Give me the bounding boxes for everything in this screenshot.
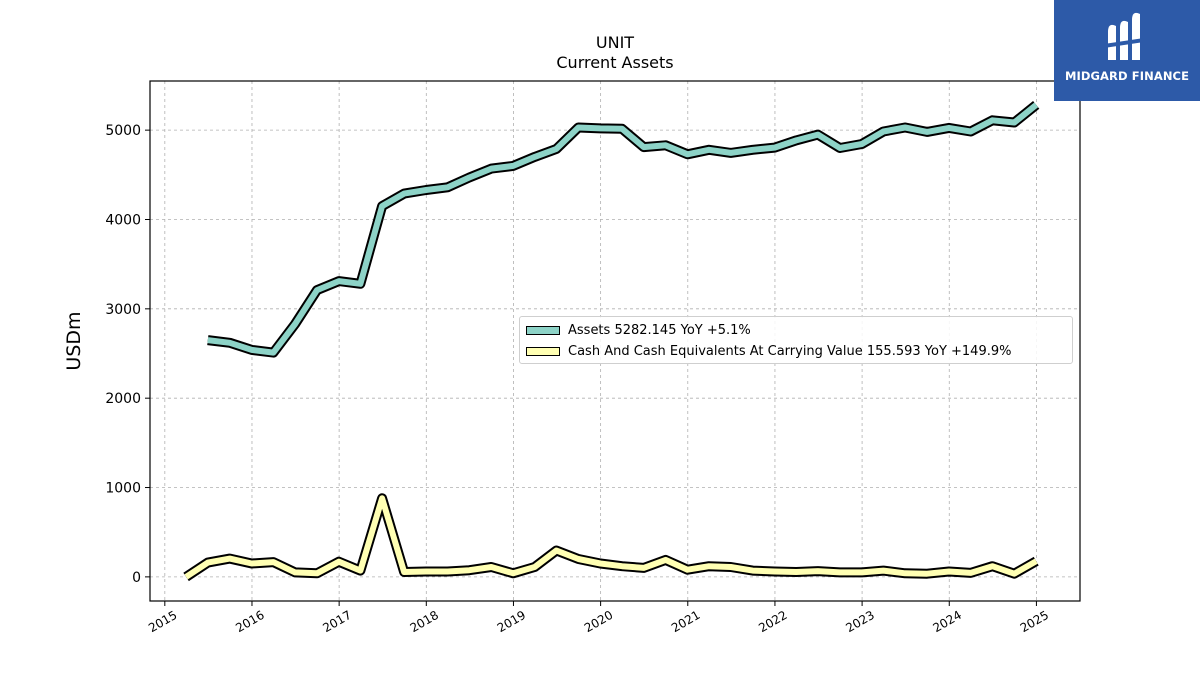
y-tick-label: 4000 — [105, 212, 141, 228]
x-tick-label: 2015 — [146, 608, 179, 635]
y-tick-label: 2000 — [105, 391, 141, 407]
plot-frame — [149, 80, 1081, 602]
y-tick-label: 3000 — [105, 302, 141, 318]
chart-title: UNIT — [595, 33, 635, 52]
x-tick-label: 2025 — [1018, 608, 1051, 635]
x-tick-label: 2024 — [931, 608, 964, 635]
logo-text: MIDGARD FINANCE — [1064, 69, 1190, 83]
series-line-0 — [207, 102, 1039, 356]
y-tick-label: 5000 — [105, 123, 141, 139]
legend-item-cash: Cash And Cash Equivalents At Carrying Va… — [526, 343, 1011, 359]
legend: Assets 5282.145 YoY +5.1% Cash And Cash … — [519, 316, 1073, 364]
y-axis-label: USDm — [63, 311, 85, 370]
y-tick-label: 1000 — [105, 481, 141, 497]
legend-item-assets: Assets 5282.145 YoY +5.1% — [526, 322, 751, 338]
x-tick-label: 2017 — [320, 608, 353, 635]
legend-swatch-cash — [526, 346, 560, 356]
chart-subtitle: Current Assets — [556, 53, 674, 72]
company-logo: MIDGARD FINANCE — [1054, 0, 1200, 101]
x-tick-label: 2016 — [233, 608, 266, 635]
y-tick-label: 0 — [132, 570, 141, 586]
legend-swatch-assets — [526, 325, 560, 335]
series-line-1 — [184, 495, 1038, 580]
x-tick-label: 2023 — [843, 608, 876, 635]
x-tick-label: 2019 — [495, 608, 528, 635]
x-tick-label: 2022 — [756, 608, 789, 635]
x-tick-label: 2018 — [408, 608, 441, 635]
legend-label-assets: Assets 5282.145 YoY +5.1% — [568, 322, 751, 338]
midgard-logo-icon — [1104, 12, 1144, 60]
x-tick-label: 2020 — [582, 608, 615, 635]
x-tick-label: 2021 — [669, 608, 702, 635]
legend-label-cash: Cash And Cash Equivalents At Carrying Va… — [568, 343, 1012, 359]
